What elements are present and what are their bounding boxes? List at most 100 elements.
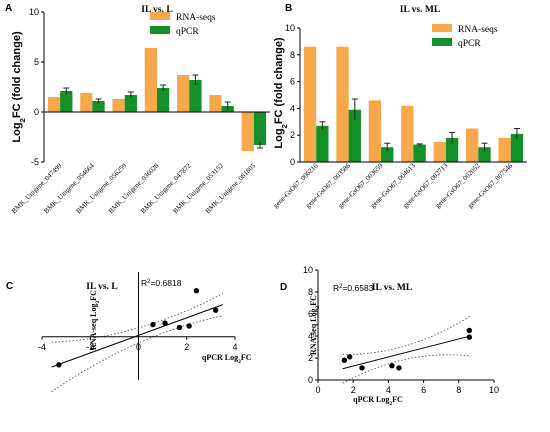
panel-a-ytick-label: 10 [29,7,39,17]
panel-a-bar-rnaseq [209,95,222,112]
panel-b-legend-swatch-rnaseq [432,24,452,32]
panel-d-r-squared-main: R [333,283,339,293]
panel-d-data-point [359,365,365,371]
panel-a-ytick-label: 0 [34,107,39,117]
panel-a-title: IL vs. L [141,5,172,15]
panel-b-ytick-label: 8 [290,50,295,60]
panel-c-data-point [162,320,168,326]
panel-d-ci-upper [342,315,472,355]
panel-c-xtick-label: -4 [38,342,46,352]
panel-d-letter: D [280,282,287,293]
panel-a-bar-rnaseq [144,48,157,112]
panel-c-ci-upper [51,293,224,343]
panel-c-y-axis-label: RNA-seq Log2FC [89,290,101,350]
panel-c-data-point [186,323,192,329]
panel-a-y-axis-label-rest: FC (fold change) [11,31,23,118]
panel-d-title: IL vs. ML [372,283,412,293]
panel-c-x-axis-label-rest: FC [241,353,252,362]
panel-d-xtick-label: 10 [489,385,499,395]
panel-b-legend-label-qpcr: qPCR [458,39,481,49]
panel-c-data-point [176,324,183,331]
panel-d-x-axis-label-main: qPCR Log [353,395,389,404]
panel-a-legend-swatch-rnaseq [150,12,170,20]
panel-a-bar-qpcr [157,88,170,112]
panel-c-data-point [193,288,200,294]
panel-a-bar-rnaseq [47,97,61,112]
panel-d-y-axis-label-rest: FC [309,295,318,306]
panel-a-bar-rnaseq [241,112,254,151]
panel-d-y-axis-label: RNA-seq Log2FC [309,295,321,355]
panel-b-legend-label-rnaseq: RNA-seqs [458,25,498,35]
panel-b-title: IL vs. ML [400,5,440,15]
panel-d-fit-line [342,335,472,370]
panel-c-x-axis-label-main: qPCR Log [202,353,238,362]
panel-c-xtick-label: 0 [136,342,141,352]
panel-c-r-squared-main: R [141,278,147,288]
panel-c-data-point [150,321,156,328]
panel-d-ytick-label: 4 [308,331,313,341]
panel-b-y-axis-label-main: Log [273,128,285,148]
panel-d-ytick-label: 8 [308,287,313,297]
panel-d-data-point [466,327,473,334]
panel-a-bar-rnaseq [80,93,93,112]
panel-d-xtick-label: 4 [386,385,391,395]
panel-c-y-axis-label-rest: FC [89,290,98,301]
panel-a-bar-qpcr [189,80,202,112]
panel-d-data-point [396,365,402,371]
panel-d-ytick-label: 2 [308,353,313,363]
panel-b-bar-qpcr [413,144,426,162]
panel-d-ytick-label: 6 [308,309,313,319]
panel-d-ytick-label: 10 [303,265,313,275]
panel-d-xtick-label: 8 [456,385,461,395]
panel-b-ytick-label: 4 [290,103,295,113]
panel-d-data-point [346,354,353,360]
panel-d-data-point [341,357,348,363]
panel-b-bar-qpcr [381,147,394,162]
panel-b-bar-rnaseq [303,46,317,163]
panel-c-y-axis-label-main: RNA-seq Log [89,304,98,350]
panel-c-r-squared-sup: 2 [147,279,150,285]
panel-a-legend-label-rnaseq: RNA-seqs [176,13,216,23]
panel-d-y-axis-label-main: RNA-seq Log [309,309,318,355]
panel-c-data-point [213,307,219,313]
panel-d-x-axis-label-sub: 2 [389,401,392,407]
panel-b-letter: B [285,3,292,14]
panel-a-y-axis-label-main: Log [11,122,23,142]
panel-a-bar-rnaseq [177,75,190,112]
panel-c-xtick-label: -2 [86,342,94,352]
panel-b-ytick-label: 0 [290,157,295,167]
panel-a-y-axis-label-sub: 2 [18,118,27,122]
panel-d-data-point [389,363,395,369]
panel-d-xtick-label: 6 [421,385,426,395]
panel-a-letter: A [5,3,12,14]
panel-c-x-axis-label: qPCR Log2FC [202,353,252,365]
panel-a-legend-label-qpcr: qPCR [176,27,199,37]
panel-b-bar-rnaseq [466,128,479,162]
panel-d-y-axis-label-sub: 2 [315,306,321,309]
panel-d-xtick-label: 0 [315,385,320,395]
panel-c-ci-lower [51,315,223,393]
panel-b-ytick-label: 10 [285,23,295,33]
panel-d-xtick-label: 2 [351,385,356,395]
panel-b-legend-swatch-qpcr [432,38,452,46]
panel-a-y-axis-label: Log2FC (fold change) [11,31,27,143]
panel-a-bar-qpcr [124,95,137,112]
panel-b-y-axis-label-sub: 2 [280,124,289,128]
panel-b-bar-rnaseq [433,141,446,162]
panel-d-x-axis-label-rest: FC [392,395,403,404]
panel-c-r-squared: R2=0.6818 [141,278,182,288]
panel-d-data-point [466,334,473,340]
panel-c-letter: C [6,281,13,292]
panel-c-data-point [56,362,62,368]
panel-b-bar-qpcr [510,133,524,162]
panel-d-ytick-label: 0 [308,375,313,385]
panel-b-ytick-label: 6 [290,77,295,87]
panel-d-ci-lower [342,354,472,384]
panel-a-bar-qpcr [60,91,73,112]
panel-c-y-axis-label-sub: 2 [95,301,101,304]
panel-a-bar-qpcr [92,101,105,112]
panel-d-r-squared-value: =0.6583 [342,283,373,293]
panel-c-r-squared-value: =0.6818 [150,278,181,288]
panel-a-bar-rnaseq [112,99,125,112]
